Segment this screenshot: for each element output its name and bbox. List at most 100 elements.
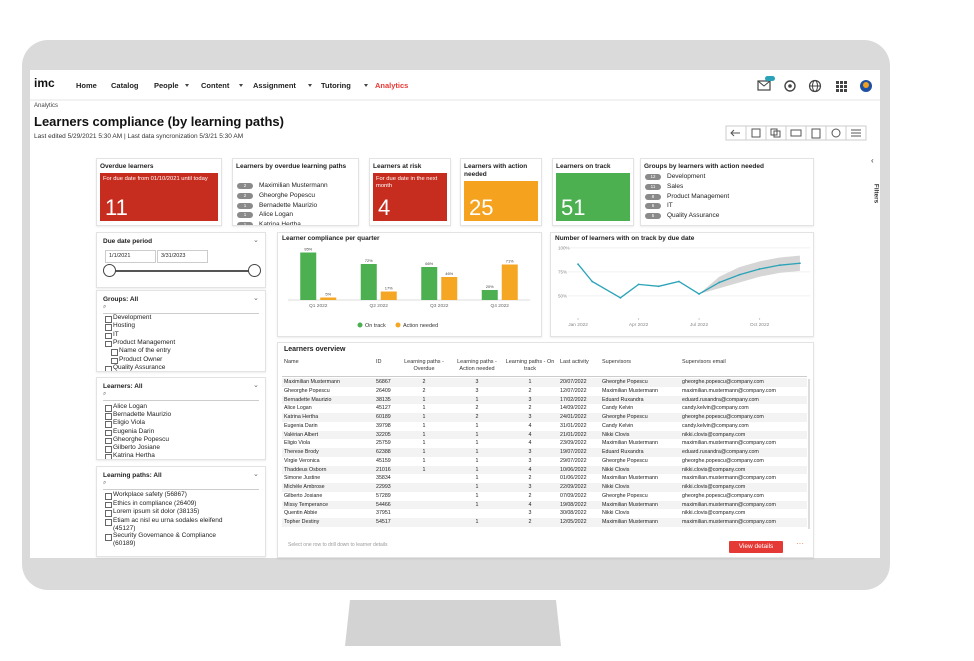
table-cell: Maximilian Mustermann <box>284 379 340 385</box>
filter-option: Eugenia Darin <box>113 427 155 435</box>
search-box[interactable]: ⌕ <box>103 480 259 490</box>
checkbox[interactable] <box>105 340 112 348</box>
table-cell: 1 <box>475 440 479 447</box>
settings-icon[interactable] <box>784 80 796 92</box>
table-cell: Gheorghe Popescu <box>602 492 648 499</box>
table-cell: 3 <box>528 510 532 517</box>
table-cell: 30/08/2022 <box>560 510 587 517</box>
checkbox[interactable] <box>111 349 118 356</box>
bar <box>360 264 377 300</box>
collapse-chevron[interactable]: ⌄ <box>253 295 259 302</box>
checkbox[interactable] <box>105 501 112 508</box>
table-row[interactable]: Alice Logan 45127 1 2 2 14/09/2022 Candy Kelvi… <box>282 404 807 413</box>
column-header[interactable]: Learning paths - Overdue <box>404 359 444 372</box>
table-row[interactable]: Gheorghe Popescu 26409 2 3 2 12/07/2022 Maximi… <box>282 387 807 396</box>
table-row[interactable]: Katrina Hertha 60189 1 2 3 24/01/2022 Gheorghe… <box>282 413 807 422</box>
table-row[interactable]: Eugenia Darin 39798 1 1 4 31/01/2022 Candy Kel… <box>282 422 807 431</box>
table-cell: 2 <box>422 379 426 385</box>
apps-icon[interactable] <box>836 81 847 92</box>
table-row[interactable]: Quentin Abbie 37951 3 30/08/2022 Nikki Clovi… <box>282 509 807 518</box>
table-row[interactable]: Maximilian Mustermann 56867 2 3 1 20/07/2022 G… <box>282 378 807 387</box>
checkbox[interactable] <box>105 324 112 331</box>
table-row[interactable]: Valérian Albert 32205 1 1 4 21/01/2022 Nikki C… <box>282 430 807 440</box>
avatar[interactable] <box>860 80 872 92</box>
checkbox[interactable] <box>111 357 118 364</box>
column-header[interactable]: ID <box>376 359 382 365</box>
checkbox[interactable] <box>105 405 112 412</box>
table-cell: 60189 <box>376 414 391 420</box>
view-details-button[interactable]: View details <box>729 541 783 553</box>
checkbox[interactable] <box>105 534 112 541</box>
table-row[interactable]: Simone Justine 35834 1 2 01/06/2022 Maximilia… <box>282 474 807 483</box>
checkbox[interactable] <box>105 365 112 371</box>
column-header[interactable]: Learning paths - Action needed <box>457 359 497 372</box>
nav-item-active[interactable]: Analytics <box>375 81 409 90</box>
data-label: 46% <box>445 271 453 276</box>
search-box[interactable]: ⌕ <box>103 304 259 314</box>
table-row[interactable]: Thaddeus Osborn 21016 1 1 4 10/06/2022 Nikki C… <box>282 465 807 475</box>
table-cell: 3 <box>528 396 532 403</box>
table-cell: 1 <box>475 492 479 499</box>
table-row[interactable]: Bernadette Maurizio 38135 1 1 3 17/02/2022 Edu… <box>282 395 807 405</box>
filter-option: IT <box>113 330 119 338</box>
count-badge: 6 <box>645 203 661 210</box>
nav-item[interactable]: Content <box>201 81 237 90</box>
checkbox[interactable] <box>105 437 112 445</box>
globe-icon[interactable] <box>808 79 822 93</box>
checkbox[interactable] <box>105 316 112 323</box>
collapse-chevron[interactable]: ⌄ <box>253 382 259 389</box>
slider-handle[interactable] <box>103 264 116 277</box>
date-input[interactable]: 1/1/2021 <box>105 250 156 263</box>
table-row[interactable]: Gilberto Josiane 57289 1 2 07/09/2022 Gheorgh… <box>282 492 807 501</box>
column-header[interactable]: Supervisors <box>602 359 632 365</box>
search-box[interactable]: ⌕ <box>103 391 259 401</box>
checkbox[interactable] <box>105 413 112 420</box>
collapse-chevron[interactable]: ⌄ <box>253 471 259 478</box>
more-button[interactable]: ··· <box>796 539 804 548</box>
count-badge: 8 <box>645 193 661 200</box>
column-header[interactable]: Last activity <box>560 359 589 365</box>
date-input[interactable]: 3/31/2023 <box>157 250 208 263</box>
nav-item[interactable]: Catalog <box>111 81 139 90</box>
kpi-title: Learners on track <box>556 163 611 170</box>
nav-item[interactable]: Tutoring <box>321 81 358 90</box>
nav-item[interactable]: People <box>154 81 186 90</box>
table-row[interactable]: Missy Temperance 54466 1 4 19/08/2022 Maximil… <box>282 500 807 510</box>
table-cell: Eduard Ruxandra <box>602 449 644 455</box>
scrollbar <box>808 379 810 529</box>
checkbox[interactable] <box>105 510 112 517</box>
table-cell: 2 <box>475 414 479 420</box>
table-cell: 21016 <box>376 466 391 473</box>
nav-item[interactable]: Home <box>76 81 97 90</box>
table-hint: Select one row to drill down to learner … <box>288 542 388 548</box>
filter-title: Learning paths: All <box>103 472 162 479</box>
column-header[interactable]: Name <box>284 359 299 365</box>
column-header[interactable]: Supervisors email <box>682 359 726 365</box>
table-row[interactable]: Michèle Ambrose 22993 1 3 22/09/2022 Nikki Cl… <box>282 483 807 492</box>
checkbox[interactable] <box>105 429 112 437</box>
checkbox[interactable] <box>105 421 112 428</box>
column-header[interactable]: Learning paths - On track <box>505 359 555 372</box>
table-row[interactable]: Topher Destiny 54517 1 2 12/05/2022 Maximilia… <box>282 518 807 527</box>
table-cell: 1 <box>475 422 479 429</box>
table-row[interactable]: Therese Brody 62388 1 1 3 19/07/2022 Eduard Ru… <box>282 448 807 457</box>
mail-icon[interactable] <box>757 76 775 91</box>
table-row[interactable]: Eligio Viola 25759 1 1 4 23/09/2022 Maximilian… <box>282 439 807 448</box>
checkbox[interactable] <box>105 454 112 459</box>
table-cell: Gheorghe Popescu <box>284 387 330 394</box>
filters-collapse[interactable]: ‹ <box>871 156 874 165</box>
line-point <box>637 283 640 286</box>
chart-title: Learner compliance per quarter <box>282 235 380 242</box>
collapse-chevron[interactable]: ⌄ <box>253 237 259 244</box>
nav-caret <box>185 84 189 87</box>
table-cell: 10/06/2022 <box>560 466 587 473</box>
checkbox[interactable] <box>105 519 112 526</box>
checkbox[interactable] <box>105 446 112 453</box>
table-row[interactable]: Virgie Veronica 45159 1 1 3 29/07/2022 Gheorgh… <box>282 457 807 466</box>
nav-item[interactable]: Assignment <box>253 81 303 90</box>
slider-handle[interactable] <box>248 264 261 277</box>
table-cell: 38135 <box>376 396 391 403</box>
checkbox[interactable] <box>105 493 112 500</box>
checkbox[interactable] <box>105 332 112 340</box>
